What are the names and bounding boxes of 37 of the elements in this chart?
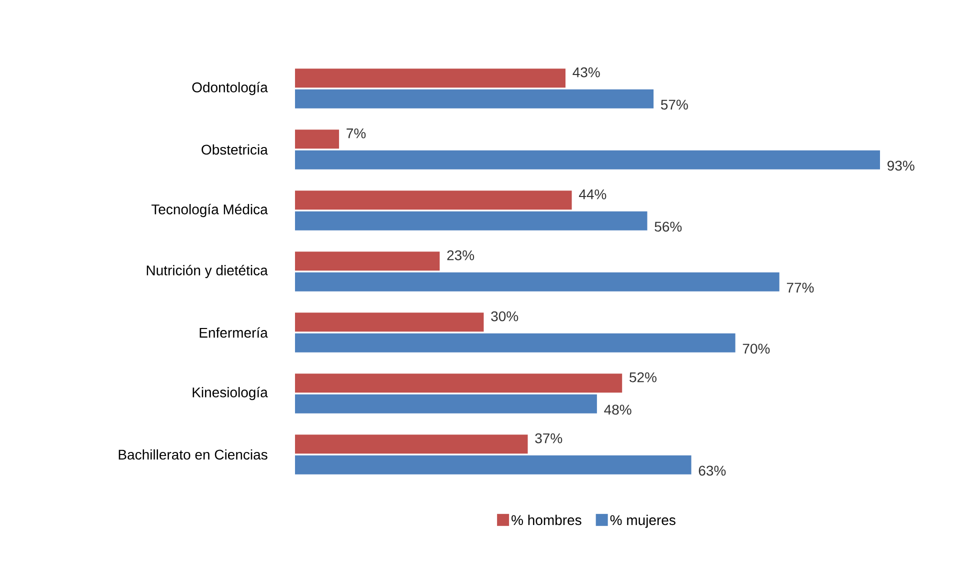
bar bbox=[295, 374, 622, 393]
legend-label: % hombres bbox=[512, 514, 582, 526]
bar bbox=[295, 211, 648, 230]
data-label: 48% bbox=[604, 404, 632, 415]
data-label: 56% bbox=[654, 222, 682, 232]
y-tick-label: Odontología bbox=[192, 82, 268, 96]
data-label: 7% bbox=[346, 128, 366, 138]
data-label: 57% bbox=[660, 100, 688, 110]
bar bbox=[295, 252, 440, 271]
bar bbox=[295, 312, 484, 332]
data-label: 37% bbox=[535, 433, 562, 444]
data-label: 44% bbox=[578, 189, 606, 200]
bar bbox=[295, 89, 654, 108]
bar bbox=[295, 272, 780, 292]
data-label: 93% bbox=[888, 160, 914, 171]
bar bbox=[295, 68, 566, 88]
y-tick-label: Obstetricia bbox=[202, 144, 268, 155]
data-label: 30% bbox=[491, 311, 518, 322]
bar bbox=[295, 333, 736, 352]
data-label: 63% bbox=[698, 466, 726, 476]
data-label: 23% bbox=[447, 250, 474, 260]
bar bbox=[295, 394, 597, 414]
legend-label: % mujeres bbox=[610, 514, 676, 528]
y-tick-label: Enfermería bbox=[200, 327, 268, 338]
bar bbox=[295, 130, 340, 149]
bar bbox=[295, 190, 572, 210]
data-label: 43% bbox=[572, 67, 600, 78]
data-label: 52% bbox=[630, 372, 656, 382]
y-tick-label: Nutrición y dietética bbox=[146, 264, 268, 278]
bar bbox=[295, 434, 528, 454]
bar bbox=[295, 455, 692, 474]
y-tick-label: Kinesiología bbox=[192, 386, 268, 400]
y-tick-label: Tecnología Médica bbox=[151, 204, 268, 218]
y-tick-label: Bachillerato en Ciencias bbox=[118, 449, 268, 460]
data-label: 77% bbox=[786, 282, 814, 293]
data-label: 70% bbox=[742, 344, 770, 354]
bar bbox=[295, 150, 880, 170]
